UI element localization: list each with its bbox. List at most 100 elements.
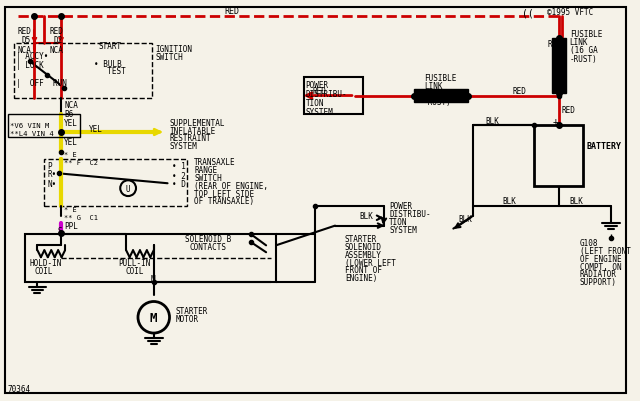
Text: NCA: NCA	[18, 46, 31, 55]
Text: SUPPORT): SUPPORT)	[579, 277, 616, 287]
Text: • 2: • 2	[172, 172, 186, 180]
Text: (LEFT FRONT: (LEFT FRONT	[579, 246, 630, 255]
Text: INFLATABLE: INFLATABLE	[170, 126, 216, 135]
Text: P: P	[47, 162, 52, 170]
Text: TEST: TEST	[97, 67, 125, 76]
Text: ©1995 VFTC: ©1995 VFTC	[547, 8, 593, 17]
Text: • 1: • 1	[172, 162, 186, 170]
Text: RED: RED	[224, 7, 239, 16]
Text: BLK: BLK	[502, 197, 516, 206]
Bar	[534, 126, 584, 187]
Text: PPL: PPL	[64, 222, 78, 231]
Text: DISTRIBU-: DISTRIBU-	[389, 210, 431, 219]
Text: YEL: YEL	[89, 124, 102, 133]
Text: CONTACTS: CONTACTS	[189, 242, 226, 251]
Text: TION: TION	[305, 99, 324, 107]
Text: ((: ((	[522, 9, 534, 19]
Text: G108: G108	[579, 238, 598, 247]
Text: POWER: POWER	[389, 202, 412, 211]
Text: STARTER: STARTER	[175, 306, 208, 315]
Text: (LOWER LEFT: (LOWER LEFT	[345, 258, 396, 267]
Text: RED: RED	[312, 87, 326, 96]
Text: ** G  C1: ** G C1	[64, 214, 98, 220]
Text: | LOCK: | LOCK	[16, 61, 44, 70]
Text: STARTER: STARTER	[345, 234, 378, 243]
Text: RESTRAINT: RESTRAINT	[170, 134, 211, 143]
Text: ** F  C2: ** F C2	[64, 159, 98, 165]
Text: **L4 VIN 4: **L4 VIN 4	[10, 131, 54, 137]
Text: • BULB: • BULB	[93, 59, 122, 68]
Text: RED: RED	[513, 87, 526, 96]
Text: SYSTEM: SYSTEM	[305, 107, 333, 117]
Text: TION: TION	[389, 218, 408, 227]
Text: POWER: POWER	[305, 81, 329, 90]
Text: TRANSAXLE: TRANSAXLE	[194, 158, 236, 167]
Text: | ACCY•: | ACCY•	[16, 51, 48, 61]
Text: |  OFF  RUN: | OFF RUN	[16, 79, 67, 88]
Text: -RUST): -RUST)	[424, 98, 452, 107]
Text: SWITCH: SWITCH	[194, 173, 222, 182]
Text: ENGINE): ENGINE)	[345, 273, 378, 283]
Text: PULL-IN: PULL-IN	[118, 258, 150, 267]
Text: OF ENGINE: OF ENGINE	[579, 254, 621, 263]
Text: SWITCH: SWITCH	[156, 53, 184, 61]
Text: COIL: COIL	[125, 267, 143, 276]
Text: R•: R•	[47, 170, 56, 178]
Bar	[44, 159, 188, 207]
Text: YEL: YEL	[64, 138, 78, 147]
Text: BLK: BLK	[458, 215, 472, 224]
Text: +: +	[553, 117, 559, 127]
Bar	[14, 44, 152, 98]
Text: (REAR OF ENGINE,: (REAR OF ENGINE,	[194, 181, 268, 190]
Text: RANGE: RANGE	[194, 166, 218, 174]
Text: START: START	[99, 42, 122, 51]
Text: SYSTEM: SYSTEM	[170, 142, 197, 151]
Text: TOP LEFT SIDE: TOP LEFT SIDE	[194, 189, 254, 198]
Text: RED: RED	[562, 105, 575, 115]
Text: COIL: COIL	[35, 267, 53, 276]
Text: RADIATOR: RADIATOR	[579, 270, 616, 279]
Text: LINK: LINK	[570, 38, 588, 47]
Text: 70364: 70364	[8, 384, 31, 393]
Text: COMPT, ON: COMPT, ON	[579, 262, 621, 271]
Text: *V6 VIN M: *V6 VIN M	[10, 123, 49, 129]
Text: (16 GA: (16 GA	[570, 46, 597, 55]
Text: SOLENOID: SOLENOID	[345, 242, 382, 251]
Text: * E: * E	[64, 207, 77, 213]
Text: BLK: BLK	[486, 116, 500, 126]
Text: FUSIBLE: FUSIBLE	[424, 74, 456, 83]
Bar	[303, 78, 363, 115]
Text: FRONT OF: FRONT OF	[345, 266, 382, 275]
Text: ASSEMBLY: ASSEMBLY	[345, 250, 382, 259]
Text: SUPPLEMENTAL: SUPPLEMENTAL	[170, 118, 225, 128]
Text: RED: RED	[49, 27, 63, 36]
Text: BLK: BLK	[570, 197, 584, 206]
Text: RED: RED	[548, 40, 562, 49]
Text: DISTRIBU-: DISTRIBU-	[305, 90, 347, 99]
Text: SOLENOID B: SOLENOID B	[186, 234, 232, 243]
Text: MOTOR: MOTOR	[175, 314, 198, 323]
Text: NCA: NCA	[49, 46, 63, 55]
Text: SYSTEM: SYSTEM	[389, 225, 417, 235]
Text: (14 GA: (14 GA	[424, 90, 452, 99]
Text: D2: D2	[53, 36, 63, 45]
Bar	[414, 89, 468, 103]
Text: B6: B6	[64, 109, 74, 118]
Text: RED: RED	[18, 27, 31, 36]
Text: M: M	[151, 275, 156, 284]
Text: S: S	[57, 227, 62, 235]
Text: NCA: NCA	[64, 101, 78, 109]
Text: BATTERY: BATTERY	[586, 142, 621, 151]
Text: M: M	[150, 311, 157, 324]
Bar	[552, 39, 566, 93]
Text: YEL: YEL	[64, 118, 78, 128]
Text: U: U	[126, 184, 131, 193]
Text: BLK: BLK	[360, 212, 374, 221]
Text: N•: N•	[47, 179, 56, 188]
Text: -RUST): -RUST)	[570, 55, 597, 63]
Text: HOLD-IN: HOLD-IN	[29, 258, 62, 267]
Text: FUSIBLE: FUSIBLE	[570, 30, 602, 39]
Text: LINK: LINK	[424, 82, 442, 91]
Bar	[24, 235, 276, 282]
Text: • D: • D	[172, 179, 186, 188]
